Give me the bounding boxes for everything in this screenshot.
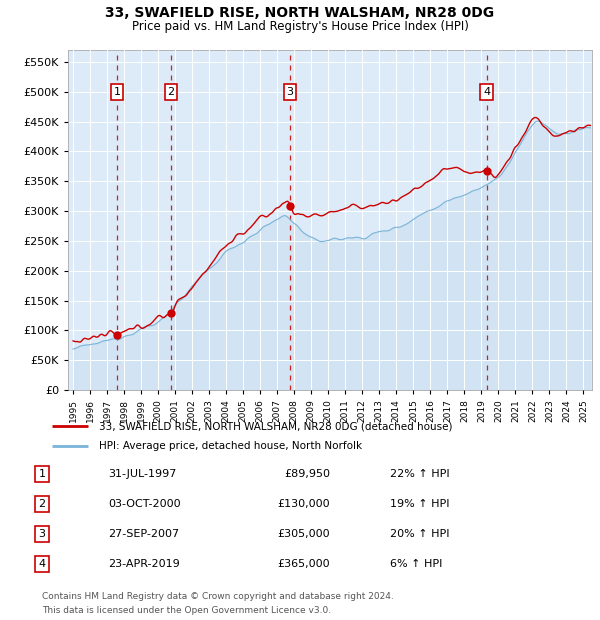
Text: 1: 1: [113, 87, 121, 97]
Text: 4: 4: [483, 87, 490, 97]
Text: £305,000: £305,000: [277, 529, 330, 539]
Text: 33, SWAFIELD RISE, NORTH WALSHAM, NR28 0DG: 33, SWAFIELD RISE, NORTH WALSHAM, NR28 0…: [106, 6, 494, 20]
Text: 20% ↑ HPI: 20% ↑ HPI: [390, 529, 449, 539]
Text: 31-JUL-1997: 31-JUL-1997: [108, 469, 176, 479]
Text: £89,950: £89,950: [284, 469, 330, 479]
Text: £130,000: £130,000: [277, 499, 330, 509]
Text: 22% ↑ HPI: 22% ↑ HPI: [390, 469, 449, 479]
Text: 33, SWAFIELD RISE, NORTH WALSHAM, NR28 0DG (detached house): 33, SWAFIELD RISE, NORTH WALSHAM, NR28 0…: [99, 422, 452, 432]
Text: 6% ↑ HPI: 6% ↑ HPI: [390, 559, 442, 569]
Text: 4: 4: [38, 559, 46, 569]
Text: 1: 1: [38, 469, 46, 479]
Text: £365,000: £365,000: [277, 559, 330, 569]
Text: 27-SEP-2007: 27-SEP-2007: [108, 529, 179, 539]
Text: 19% ↑ HPI: 19% ↑ HPI: [390, 499, 449, 509]
Text: Contains HM Land Registry data © Crown copyright and database right 2024.: Contains HM Land Registry data © Crown c…: [42, 592, 394, 601]
Text: HPI: Average price, detached house, North Norfolk: HPI: Average price, detached house, Nort…: [99, 441, 362, 451]
Text: 2: 2: [38, 499, 46, 509]
Text: This data is licensed under the Open Government Licence v3.0.: This data is licensed under the Open Gov…: [42, 606, 331, 615]
Text: 3: 3: [286, 87, 293, 97]
Text: 23-APR-2019: 23-APR-2019: [108, 559, 180, 569]
Text: 3: 3: [38, 529, 46, 539]
Text: 2: 2: [167, 87, 175, 97]
Text: 03-OCT-2000: 03-OCT-2000: [108, 499, 181, 509]
Text: Price paid vs. HM Land Registry's House Price Index (HPI): Price paid vs. HM Land Registry's House …: [131, 20, 469, 33]
